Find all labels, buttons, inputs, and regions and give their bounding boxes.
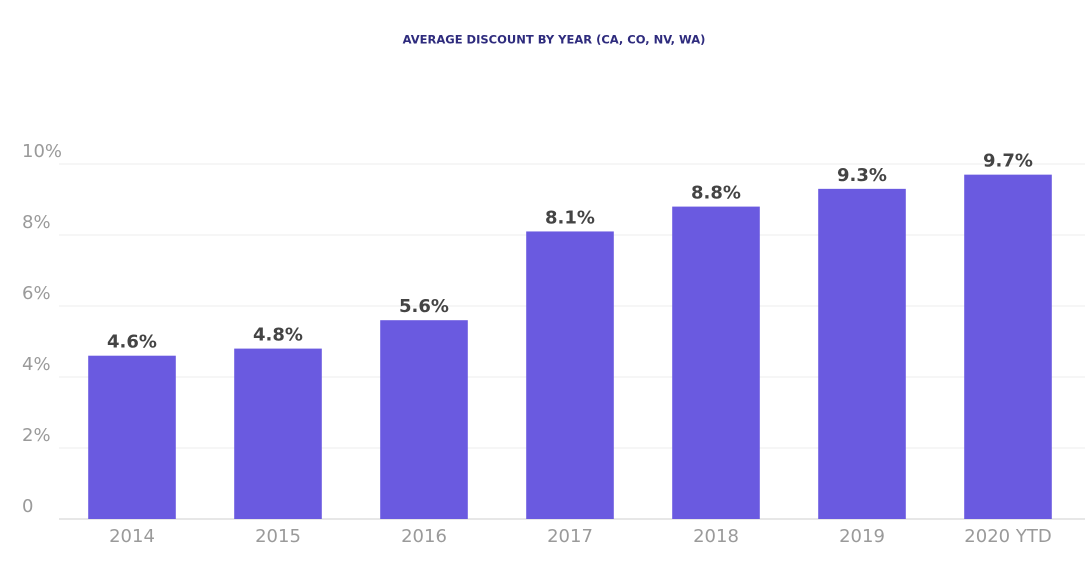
y-tick-label: 8%: [22, 212, 51, 233]
y-tick-label: 10%: [22, 141, 62, 162]
x-tick-label: 2015: [255, 526, 301, 547]
bar: [380, 320, 468, 519]
value-label: 4.6%: [107, 332, 157, 353]
x-tick-label: 2017: [547, 526, 593, 547]
bar: [672, 206, 760, 519]
x-tick-label: 2020 YTD: [964, 526, 1051, 547]
bar: [526, 231, 614, 519]
value-label: 4.8%: [253, 325, 303, 346]
x-tick-label: 2016: [401, 526, 447, 547]
y-tick-label: 2%: [22, 425, 51, 446]
value-label: 9.7%: [983, 151, 1033, 172]
y-tick-label: 4%: [22, 354, 51, 375]
value-label: 9.3%: [837, 165, 887, 186]
y-tick-label: 0: [22, 496, 33, 517]
x-tick-label: 2014: [109, 526, 155, 547]
bar: [234, 348, 322, 519]
x-tick-label: 2018: [693, 526, 739, 547]
value-label: 8.1%: [545, 207, 595, 228]
y-tick-label: 6%: [22, 283, 51, 304]
value-label: 8.8%: [691, 183, 741, 204]
bar: [88, 355, 176, 519]
chart-title: AVERAGE DISCOUNT BY YEAR (CA, CO, NV, WA…: [403, 33, 706, 47]
value-label: 5.6%: [399, 296, 449, 317]
bar: [964, 174, 1052, 519]
x-tick-label: 2019: [839, 526, 885, 547]
bar: [818, 188, 906, 519]
